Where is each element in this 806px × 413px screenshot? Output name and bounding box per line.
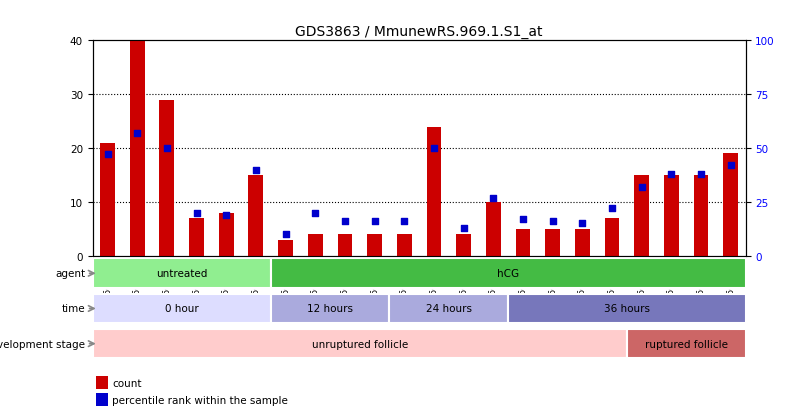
Bar xyxy=(516,229,530,256)
Bar xyxy=(368,235,382,256)
Bar xyxy=(93,294,271,323)
Bar xyxy=(604,218,620,256)
Bar xyxy=(96,377,108,389)
Bar xyxy=(271,294,389,323)
Text: development stage: development stage xyxy=(0,339,85,349)
Point xyxy=(190,210,203,216)
Text: time: time xyxy=(61,304,85,314)
Bar xyxy=(271,259,746,288)
Bar xyxy=(93,259,271,288)
Point xyxy=(309,210,322,216)
Text: count: count xyxy=(112,378,142,388)
Text: 12 hours: 12 hours xyxy=(307,304,353,314)
Bar xyxy=(694,176,708,256)
Text: agent: agent xyxy=(55,268,85,279)
Point xyxy=(427,145,440,152)
Bar xyxy=(189,218,204,256)
Text: ruptured follicle: ruptured follicle xyxy=(645,339,728,349)
Bar xyxy=(486,202,501,256)
Text: 24 hours: 24 hours xyxy=(426,304,472,314)
Point xyxy=(457,225,470,231)
Text: percentile rank within the sample: percentile rank within the sample xyxy=(112,394,289,405)
Point xyxy=(725,163,737,169)
Text: untreated: untreated xyxy=(156,268,207,279)
Bar xyxy=(248,176,264,256)
Point xyxy=(160,145,173,152)
Bar xyxy=(664,176,679,256)
Bar xyxy=(93,329,627,358)
Point xyxy=(368,218,381,225)
Bar xyxy=(130,41,144,256)
Point xyxy=(339,218,351,225)
Point xyxy=(131,131,143,137)
Text: 0 hour: 0 hour xyxy=(165,304,198,314)
Point xyxy=(546,218,559,225)
Bar xyxy=(96,393,108,406)
Bar xyxy=(508,294,746,323)
Bar xyxy=(575,229,590,256)
Text: 36 hours: 36 hours xyxy=(604,304,650,314)
Bar xyxy=(426,127,442,256)
Bar xyxy=(100,143,115,256)
Point xyxy=(665,171,678,178)
Bar xyxy=(723,154,738,256)
Point xyxy=(517,216,530,223)
Text: hCG: hCG xyxy=(497,268,519,279)
Bar xyxy=(627,329,746,358)
Point xyxy=(605,206,618,212)
Point xyxy=(220,212,233,218)
Point xyxy=(635,184,648,191)
Title: GDS3863 / MmunewRS.969.1.S1_at: GDS3863 / MmunewRS.969.1.S1_at xyxy=(295,25,543,39)
Point xyxy=(250,167,263,173)
Point xyxy=(576,221,589,227)
Bar xyxy=(456,235,471,256)
Bar xyxy=(397,235,412,256)
Bar xyxy=(634,176,649,256)
Bar xyxy=(218,213,234,256)
Bar xyxy=(160,100,174,256)
Text: unruptured follicle: unruptured follicle xyxy=(312,339,408,349)
Point xyxy=(487,195,500,202)
Bar xyxy=(308,235,322,256)
Bar xyxy=(389,294,508,323)
Bar xyxy=(338,235,352,256)
Point xyxy=(695,171,708,178)
Point xyxy=(101,152,114,159)
Bar xyxy=(545,229,560,256)
Bar xyxy=(278,240,293,256)
Point xyxy=(279,231,292,238)
Point xyxy=(398,218,411,225)
